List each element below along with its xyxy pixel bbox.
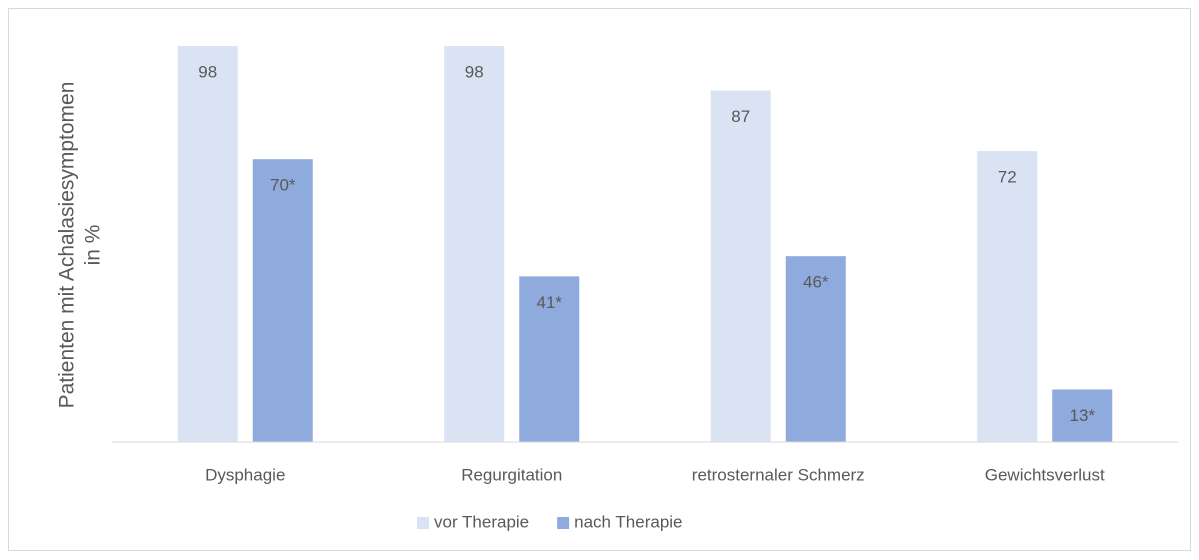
x-tick-label: Dysphagie (205, 465, 285, 484)
data-label: 13* (1069, 406, 1095, 425)
x-tick-label: Regurgitation (461, 465, 562, 484)
bar (1052, 389, 1113, 442)
data-label: 98 (198, 63, 217, 82)
data-label: 70* (270, 176, 296, 195)
legend-label: vor Therapie (434, 512, 529, 531)
bar (710, 90, 771, 443)
data-label: 46* (803, 273, 829, 292)
data-label: 72 (998, 168, 1017, 187)
legend-swatch (417, 517, 429, 529)
bar (177, 46, 238, 443)
bar (519, 276, 580, 442)
bar (444, 46, 505, 443)
bar (252, 159, 313, 442)
x-tick-label: retrosternaler Schmerz (692, 465, 865, 484)
legend-label: nach Therapie (574, 512, 682, 531)
bar (977, 151, 1038, 442)
data-label: 41* (536, 293, 562, 312)
data-label: 98 (465, 63, 484, 82)
y-axis-label: Patienten mit Achalasiesymptomen (56, 82, 79, 409)
data-label: 87 (731, 107, 750, 126)
legend-swatch (557, 517, 570, 529)
y-axis-label: in % (82, 225, 105, 266)
bar (785, 256, 846, 442)
x-tick-label: Gewichtsverlust (985, 465, 1105, 484)
